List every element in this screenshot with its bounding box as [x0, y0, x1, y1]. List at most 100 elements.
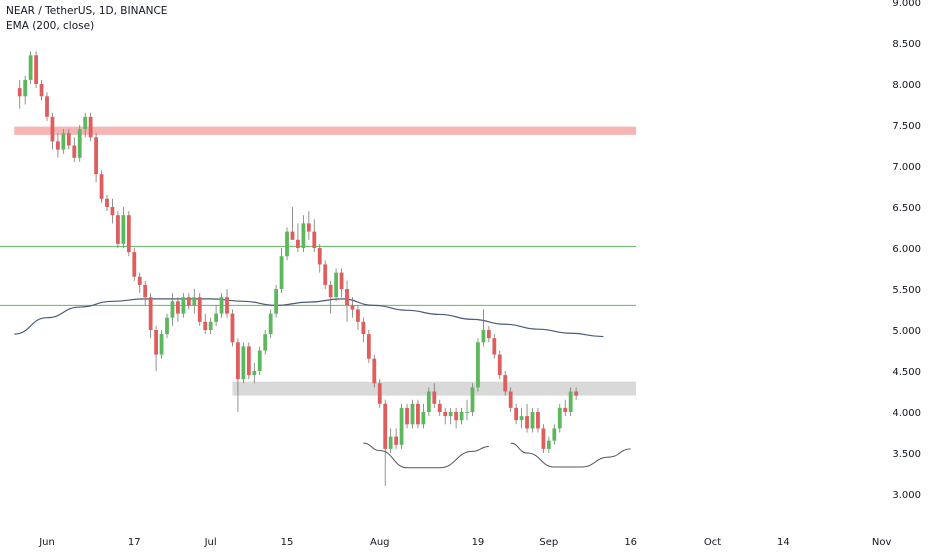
- candle-body: [83, 116, 88, 130]
- candle-body: [110, 207, 115, 216]
- candle: [181, 293, 186, 318]
- candle: [465, 399, 469, 421]
- candle-body: [459, 412, 464, 421]
- y-tick-label: 8.500: [892, 39, 921, 50]
- candle-body: [50, 116, 55, 142]
- candle: [519, 407, 524, 429]
- x-tick-label: Sep: [539, 537, 558, 548]
- candle-body: [241, 346, 246, 380]
- candle-body: [279, 256, 284, 289]
- right-shoulder-bottom-curve: [510, 442, 631, 468]
- candle: [383, 399, 388, 486]
- candle: [268, 309, 273, 339]
- candle-body: [225, 297, 229, 314]
- candle: [72, 137, 77, 162]
- candle: [186, 293, 191, 310]
- candle-body: [492, 338, 497, 355]
- candle: [28, 51, 33, 84]
- candle-body: [208, 321, 213, 330]
- y-tick-label: 4.500: [892, 367, 921, 378]
- candle: [492, 334, 497, 359]
- y-axis: 3.000 3.500 4.000 4.500 5.000 5.500 6.000 6.500…: [892, 0, 921, 501]
- candle: [503, 371, 508, 396]
- candle: [574, 387, 579, 400]
- candle: [301, 215, 306, 253]
- candle: [110, 198, 115, 224]
- x-tick-label: Aug: [370, 537, 390, 548]
- candle: [225, 289, 229, 318]
- candle-body: [497, 354, 502, 376]
- candle-body: [105, 198, 109, 207]
- candle-body: [503, 375, 508, 392]
- candle: [143, 280, 148, 306]
- candle: [350, 297, 355, 318]
- candle-body: [519, 416, 524, 421]
- resistance-zone: [14, 126, 636, 135]
- candle-body: [476, 342, 480, 388]
- candle: [448, 407, 453, 425]
- candle-body: [94, 137, 98, 175]
- candle-body: [465, 412, 469, 413]
- candle: [372, 354, 377, 388]
- candles: [17, 51, 579, 486]
- candle: [159, 330, 164, 359]
- candle-body: [219, 297, 224, 314]
- candle: [263, 330, 268, 355]
- candle: [508, 387, 513, 412]
- candle-body: [192, 297, 197, 306]
- candle-body: [143, 284, 148, 298]
- candle: [203, 313, 208, 335]
- candle-body: [399, 407, 404, 445]
- candle: [197, 293, 202, 326]
- candle-body: [116, 215, 120, 244]
- y-tick-label: 5.500: [892, 285, 921, 296]
- candle: [56, 133, 60, 158]
- candle-body: [88, 116, 93, 138]
- candle: [39, 79, 44, 101]
- candle-body: [421, 412, 426, 425]
- candle: [497, 350, 502, 380]
- candle-body: [312, 231, 317, 248]
- x-tick-label: Nov: [872, 537, 892, 548]
- candle: [94, 133, 98, 183]
- candle: [377, 379, 382, 408]
- candle: [34, 51, 38, 89]
- candle-body: [454, 412, 459, 421]
- candle-body: [339, 272, 344, 289]
- candle: [454, 407, 459, 429]
- ema-line: [14, 298, 604, 338]
- y-tick-label: 5.000: [892, 326, 921, 337]
- candle-body: [530, 412, 535, 429]
- candle: [323, 260, 328, 289]
- y-tick-label: 4.000: [892, 408, 921, 419]
- candle: [17, 79, 22, 109]
- candle: [126, 211, 131, 257]
- candle: [116, 211, 120, 248]
- candle-body: [61, 133, 66, 150]
- candle-body: [34, 55, 38, 84]
- candle-body: [263, 334, 268, 351]
- candle: [208, 317, 213, 335]
- candle-body: [568, 391, 573, 412]
- candle: [563, 399, 568, 417]
- candle: [486, 325, 491, 343]
- y-tick-label: 3.500: [892, 449, 921, 460]
- candle-body: [383, 403, 388, 449]
- x-tick-label: Oct: [704, 537, 721, 548]
- chart-title: NEAR / TetherUS, 1D, BINANCE: [6, 5, 168, 17]
- candle-body: [186, 297, 191, 306]
- candle-body: [557, 407, 562, 429]
- candle: [394, 428, 399, 449]
- candle: [219, 293, 224, 318]
- candle-body: [426, 391, 431, 412]
- candle: [50, 112, 55, 150]
- candle: [285, 227, 289, 261]
- candle: [388, 428, 393, 453]
- candle-body: [121, 215, 126, 244]
- candle: [481, 309, 486, 347]
- y-tick-label: 6.000: [892, 244, 921, 255]
- candle-body: [176, 301, 180, 314]
- candle-body: [432, 391, 437, 404]
- candle: [410, 399, 415, 429]
